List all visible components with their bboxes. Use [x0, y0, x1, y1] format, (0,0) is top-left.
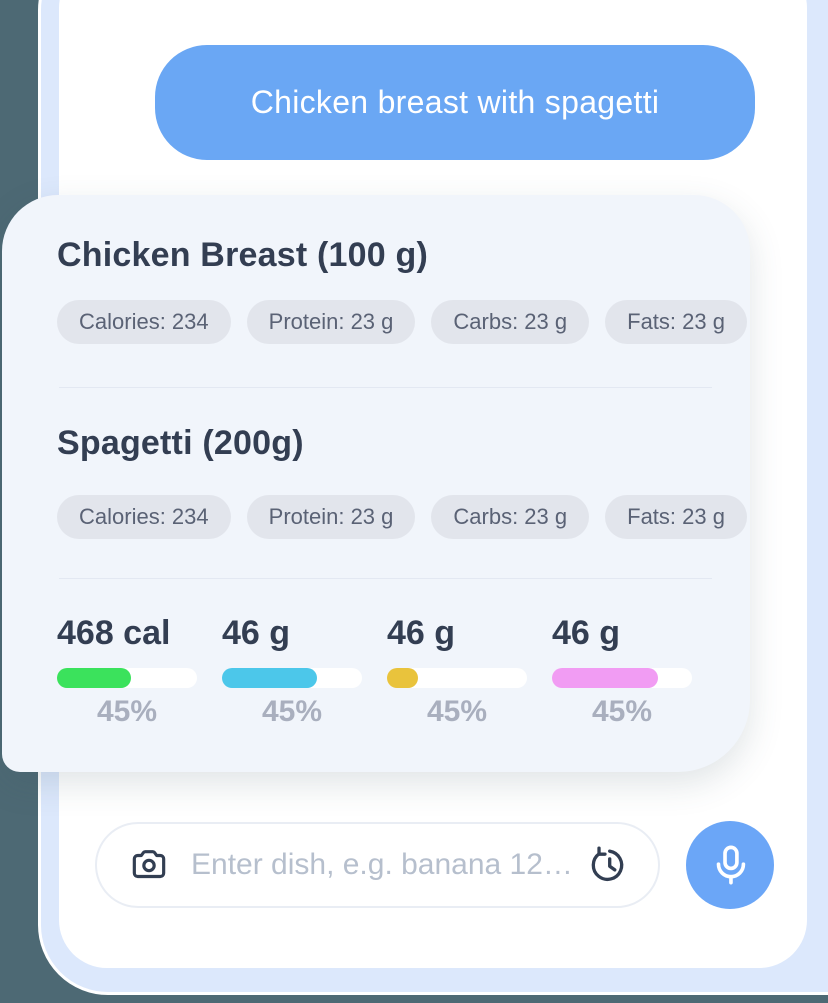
macro-bar-fill [387, 668, 418, 688]
food-title-1: Chicken Breast (100 g) [57, 236, 428, 274]
carbs-pill: Carbs: 23 g [431, 300, 590, 344]
calories-percent: 45% [96, 695, 158, 728]
carbs-percent: 45% [426, 695, 488, 728]
macro-totals: 468 cal 45% 46 g 45% 46 g 45% [57, 615, 714, 729]
user-message-text: Chicken breast with spagetti [250, 84, 660, 120]
fats-percent: 45% [591, 695, 653, 728]
protein-pill: Protein: 23 g [246, 495, 416, 539]
total-protein-value: 46 g [222, 614, 291, 652]
dish-text-input[interactable] [191, 848, 578, 882]
protein-percent: 45% [261, 695, 323, 728]
nutrient-pills-2: Calories: 234 Protein: 23 g Carbs: 23 g … [57, 495, 747, 539]
nutrient-pills-1: Calories: 234 Protein: 23 g Carbs: 23 g … [57, 300, 747, 344]
mic-button[interactable] [686, 821, 774, 909]
total-carbs-column: 46 g 45% [387, 615, 527, 729]
protein-progress-bar [222, 668, 362, 688]
macro-bar-fill [57, 668, 132, 688]
calories-progress-bar [57, 668, 197, 688]
fats-progress-bar [552, 668, 692, 688]
macro-bar-fill [222, 668, 318, 688]
camera-icon[interactable] [129, 845, 169, 885]
protein-pill: Protein: 23 g [246, 300, 416, 344]
food-section-1: Chicken Breast (100 g) Calories: 234 Pro… [57, 236, 747, 344]
history-icon[interactable] [588, 844, 630, 886]
microphone-icon [716, 845, 746, 885]
total-fats-column: 46 g 45% [552, 615, 692, 729]
total-calories-value: 468 cal [57, 614, 171, 652]
user-message-bubble: Chicken breast with spagetti [155, 45, 755, 160]
fats-pill: Fats: 23 g [605, 495, 747, 539]
dish-input-field[interactable] [95, 822, 660, 908]
total-fats-value: 46 g [552, 614, 621, 652]
food-section-2: Spagetti (200g) Calories: 234 Protein: 2… [57, 424, 747, 539]
total-calories-column: 468 cal 45% [57, 615, 197, 729]
food-title-2: Spagetti (200g) [57, 424, 304, 462]
calories-pill: Calories: 234 [57, 300, 231, 344]
calories-pill: Calories: 234 [57, 495, 231, 539]
section-divider [59, 578, 712, 579]
total-protein-column: 46 g 45% [222, 615, 362, 729]
fats-pill: Fats: 23 g [605, 300, 747, 344]
macro-bar-fill [552, 668, 659, 688]
total-carbs-value: 46 g [387, 614, 456, 652]
carbs-pill: Carbs: 23 g [431, 495, 590, 539]
carbs-progress-bar [387, 668, 527, 688]
section-divider [59, 387, 712, 388]
nutrition-results-card: Chicken Breast (100 g) Calories: 234 Pro… [2, 195, 750, 772]
